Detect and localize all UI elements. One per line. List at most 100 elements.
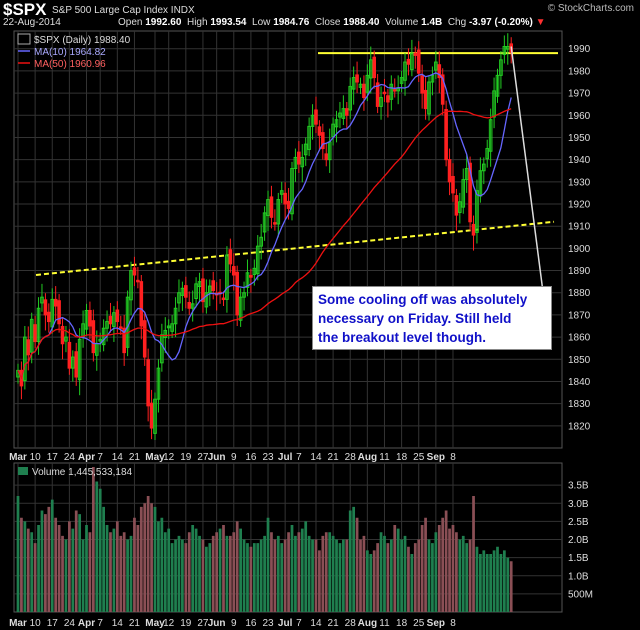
candle-body: [297, 151, 301, 165]
candle-body: [423, 89, 428, 110]
x-tick-label: 10: [30, 452, 42, 463]
volume-bar: [91, 467, 95, 612]
candle-body: [307, 125, 311, 150]
volume-bar: [112, 528, 116, 612]
volume-bar: [228, 535, 232, 612]
candle-body: [108, 315, 113, 325]
volume-bar: [283, 539, 287, 612]
quote-values: Open 1992.60 High 1993.54 Low 1984.76 Cl…: [118, 17, 546, 28]
volume-bar: [355, 517, 359, 612]
x-tick-label: 7: [296, 452, 302, 463]
candle-body: [471, 223, 476, 236]
candle-body: [420, 75, 424, 94]
candle-body: [368, 59, 373, 79]
candle-body: [70, 356, 75, 369]
volume-bar: [54, 517, 58, 612]
volume-bar: [33, 543, 37, 612]
candle-body: [84, 309, 89, 330]
x-tick-label: 14: [112, 618, 124, 629]
x-tick-label: 21: [129, 618, 141, 629]
candle-body: [118, 326, 123, 329]
x-tick-label: 9: [231, 452, 237, 463]
candle-body: [153, 398, 157, 434]
volume-bar: [287, 532, 290, 612]
volume-bar: [208, 543, 212, 612]
volume-bar: [338, 543, 342, 612]
candle-body: [160, 334, 164, 364]
candle-body: [502, 46, 507, 56]
candle-body: [437, 64, 442, 79]
volume-bar: [57, 525, 61, 612]
volume-bar: [150, 503, 153, 612]
candle-body: [146, 359, 150, 407]
volume-bar: [321, 535, 325, 612]
x-tick-label: Aug: [358, 452, 377, 463]
volume-bar: [403, 535, 407, 612]
x-tick-label: 7: [296, 618, 302, 629]
volume-bar: [417, 539, 421, 612]
candle-body: [225, 254, 229, 300]
quote-date: 22-Aug-2014: [3, 17, 61, 28]
volume-bar: [184, 543, 188, 612]
candle-body: [262, 212, 267, 233]
x-tick-label: 19: [180, 618, 192, 629]
candle-body: [221, 297, 226, 301]
candle-body: [358, 83, 363, 88]
candle-body: [389, 83, 394, 100]
candle-body: [29, 318, 34, 353]
x-tick-label: 19: [180, 452, 192, 463]
candle-body: [447, 159, 452, 183]
candle-body: [129, 270, 133, 301]
x-tick-label: Aug: [358, 618, 377, 629]
brand-label[interactable]: © StockCharts.com: [547, 3, 634, 14]
candle-body: [26, 339, 31, 356]
x-tick-label: 21: [328, 452, 340, 463]
volume-bar: [44, 514, 47, 612]
volume-bar: [157, 521, 160, 612]
volume-bar: [389, 539, 393, 612]
x-tick-label: 11: [379, 618, 390, 629]
candle-body: [98, 338, 103, 342]
candle-body: [201, 278, 205, 303]
volume-bar: [407, 546, 410, 612]
candle-body: [173, 307, 178, 325]
candle-body: [495, 74, 500, 97]
candle-body: [290, 168, 294, 215]
candle-body: [23, 336, 27, 382]
volume-bar: [252, 543, 256, 612]
price-tick-label: 1950: [568, 133, 591, 144]
volume-bar: [441, 517, 445, 612]
ma10-line: [17, 72, 512, 381]
volume-bar: [496, 546, 499, 612]
volume-bar: [352, 506, 356, 612]
annotation-box: Some cooling off was absolutely necessar…: [312, 286, 552, 350]
x-tick-label: 16: [245, 452, 257, 463]
volume-bar: [376, 543, 379, 612]
x-tick-label: Apr: [78, 618, 95, 629]
volume-bar: [263, 535, 266, 612]
volume-tick-label: 2.5B: [568, 517, 589, 528]
volume-bar: [218, 528, 222, 612]
candle-body: [451, 176, 455, 194]
volume-bar: [276, 535, 280, 612]
candle-body: [163, 329, 168, 339]
volume-bar: [126, 539, 129, 612]
volume-bar: [194, 528, 198, 612]
candle-body: [142, 320, 147, 358]
candle-body: [125, 296, 130, 348]
volume-bar: [489, 554, 493, 612]
volume-bar: [434, 532, 438, 612]
volume-bar: [239, 528, 242, 612]
volume-bar: [479, 554, 482, 612]
volume-bar: [61, 535, 64, 612]
candle-body: [238, 296, 243, 321]
price-tick-label: 1990: [568, 44, 591, 55]
x-tick-label: 7: [97, 618, 103, 629]
x-tick-label: 10: [30, 618, 42, 629]
volume-bar: [369, 554, 373, 612]
price-tick-label: 1960: [568, 111, 591, 122]
x-tick-label: 12: [163, 618, 175, 629]
candle-body: [156, 367, 161, 400]
volume-bar: [372, 550, 376, 612]
candle-body: [53, 298, 58, 307]
